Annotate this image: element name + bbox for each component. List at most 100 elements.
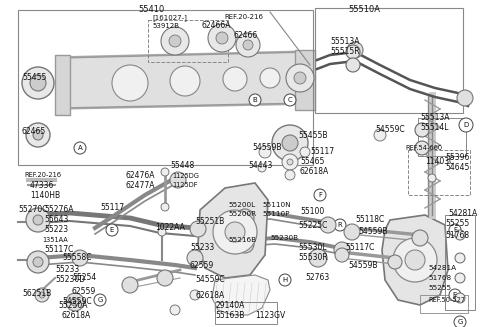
Text: R: R [337, 222, 342, 228]
Circle shape [26, 208, 50, 232]
Text: 55223: 55223 [44, 226, 68, 234]
Text: 55255: 55255 [428, 285, 451, 291]
Text: 1125DG: 1125DG [172, 173, 199, 179]
Text: 55251B: 55251B [195, 217, 224, 227]
Polygon shape [212, 275, 270, 315]
Text: 55448: 55448 [170, 161, 194, 169]
Bar [18, 10, 313, 165]
Text: 62618A: 62618A [300, 167, 329, 177]
Bar [148, 20, 228, 62]
Circle shape [236, 235, 254, 253]
Circle shape [272, 125, 308, 161]
Text: 54559C: 54559C [375, 126, 405, 134]
Circle shape [190, 221, 206, 237]
Circle shape [415, 123, 429, 137]
Text: 62465: 62465 [22, 128, 46, 136]
Circle shape [347, 42, 363, 58]
Text: 54281A: 54281A [428, 265, 456, 271]
Circle shape [158, 228, 166, 236]
Text: 55270C: 55270C [18, 205, 48, 215]
Bar [215, 302, 277, 324]
Circle shape [236, 209, 254, 227]
Circle shape [157, 270, 173, 286]
Text: 55110N: 55110N [262, 202, 290, 208]
Bar [315, 8, 463, 113]
Text: 56251B: 56251B [22, 288, 51, 298]
Bar [445, 215, 475, 310]
Circle shape [258, 164, 266, 172]
Text: 55233: 55233 [190, 244, 214, 252]
Circle shape [213, 210, 257, 254]
Text: 55643: 55643 [44, 215, 68, 225]
Text: 54559B: 54559B [348, 261, 377, 269]
Text: REF.50-527: REF.50-527 [428, 297, 465, 303]
Circle shape [122, 277, 138, 293]
Circle shape [33, 215, 43, 225]
Text: 55110P: 55110P [262, 211, 289, 217]
Text: 55513A: 55513A [330, 38, 360, 46]
Text: 55465: 55465 [300, 158, 324, 166]
Text: 62466A: 62466A [202, 21, 231, 29]
Text: 55558C: 55558C [62, 253, 92, 263]
Circle shape [454, 316, 466, 327]
Text: 55225C: 55225C [298, 220, 327, 230]
Circle shape [300, 147, 310, 157]
Text: 62477A: 62477A [125, 181, 155, 190]
Text: 29140A: 29140A [215, 301, 244, 309]
Circle shape [66, 293, 84, 311]
Text: 55230B: 55230B [270, 235, 298, 241]
Circle shape [223, 67, 247, 91]
Text: 55455B: 55455B [298, 131, 327, 141]
Circle shape [187, 250, 203, 266]
Text: 55200L: 55200L [228, 202, 255, 208]
Text: 55410: 55410 [138, 5, 164, 13]
Circle shape [30, 75, 46, 91]
Circle shape [170, 172, 186, 188]
Circle shape [374, 129, 386, 141]
Text: 54443: 54443 [248, 161, 272, 169]
Circle shape [161, 168, 169, 176]
Circle shape [216, 32, 228, 44]
Text: 55233: 55233 [55, 266, 79, 274]
Text: 55117: 55117 [100, 203, 124, 213]
Circle shape [346, 45, 360, 59]
Circle shape [314, 189, 326, 201]
Circle shape [39, 292, 45, 298]
Circle shape [455, 253, 465, 263]
Text: 62618A: 62618A [62, 311, 91, 319]
Text: C: C [288, 97, 292, 103]
Circle shape [393, 238, 437, 282]
Text: 55200R: 55200R [228, 211, 256, 217]
Circle shape [190, 290, 200, 300]
Text: 55455: 55455 [22, 74, 47, 82]
Text: 1022AA: 1022AA [155, 223, 185, 232]
Text: REF.20-216: REF.20-216 [224, 14, 263, 20]
Circle shape [285, 170, 295, 180]
Text: 55100: 55100 [300, 208, 324, 216]
Circle shape [286, 64, 314, 92]
Text: E: E [453, 292, 457, 298]
Circle shape [94, 294, 106, 306]
Text: 55396: 55396 [445, 153, 469, 163]
Circle shape [405, 250, 425, 270]
Text: 53912B: 53912B [152, 23, 179, 29]
Circle shape [259, 146, 271, 158]
Text: 62466: 62466 [234, 30, 258, 40]
Circle shape [388, 255, 402, 269]
Polygon shape [295, 50, 315, 110]
Circle shape [279, 274, 291, 286]
Text: REF.54-660: REF.54-660 [405, 145, 442, 151]
Text: REF.20-216: REF.20-216 [24, 172, 61, 178]
Circle shape [412, 230, 428, 246]
Circle shape [282, 135, 298, 151]
Text: F: F [318, 192, 322, 198]
Circle shape [459, 118, 473, 132]
Circle shape [22, 67, 54, 99]
Text: 55515R: 55515R [330, 47, 360, 57]
Text: 55117C: 55117C [44, 246, 73, 254]
Circle shape [74, 142, 86, 154]
Text: 62559: 62559 [190, 261, 214, 269]
Text: 1123GV: 1123GV [255, 311, 285, 319]
Text: D: D [463, 122, 468, 128]
Circle shape [294, 72, 306, 84]
